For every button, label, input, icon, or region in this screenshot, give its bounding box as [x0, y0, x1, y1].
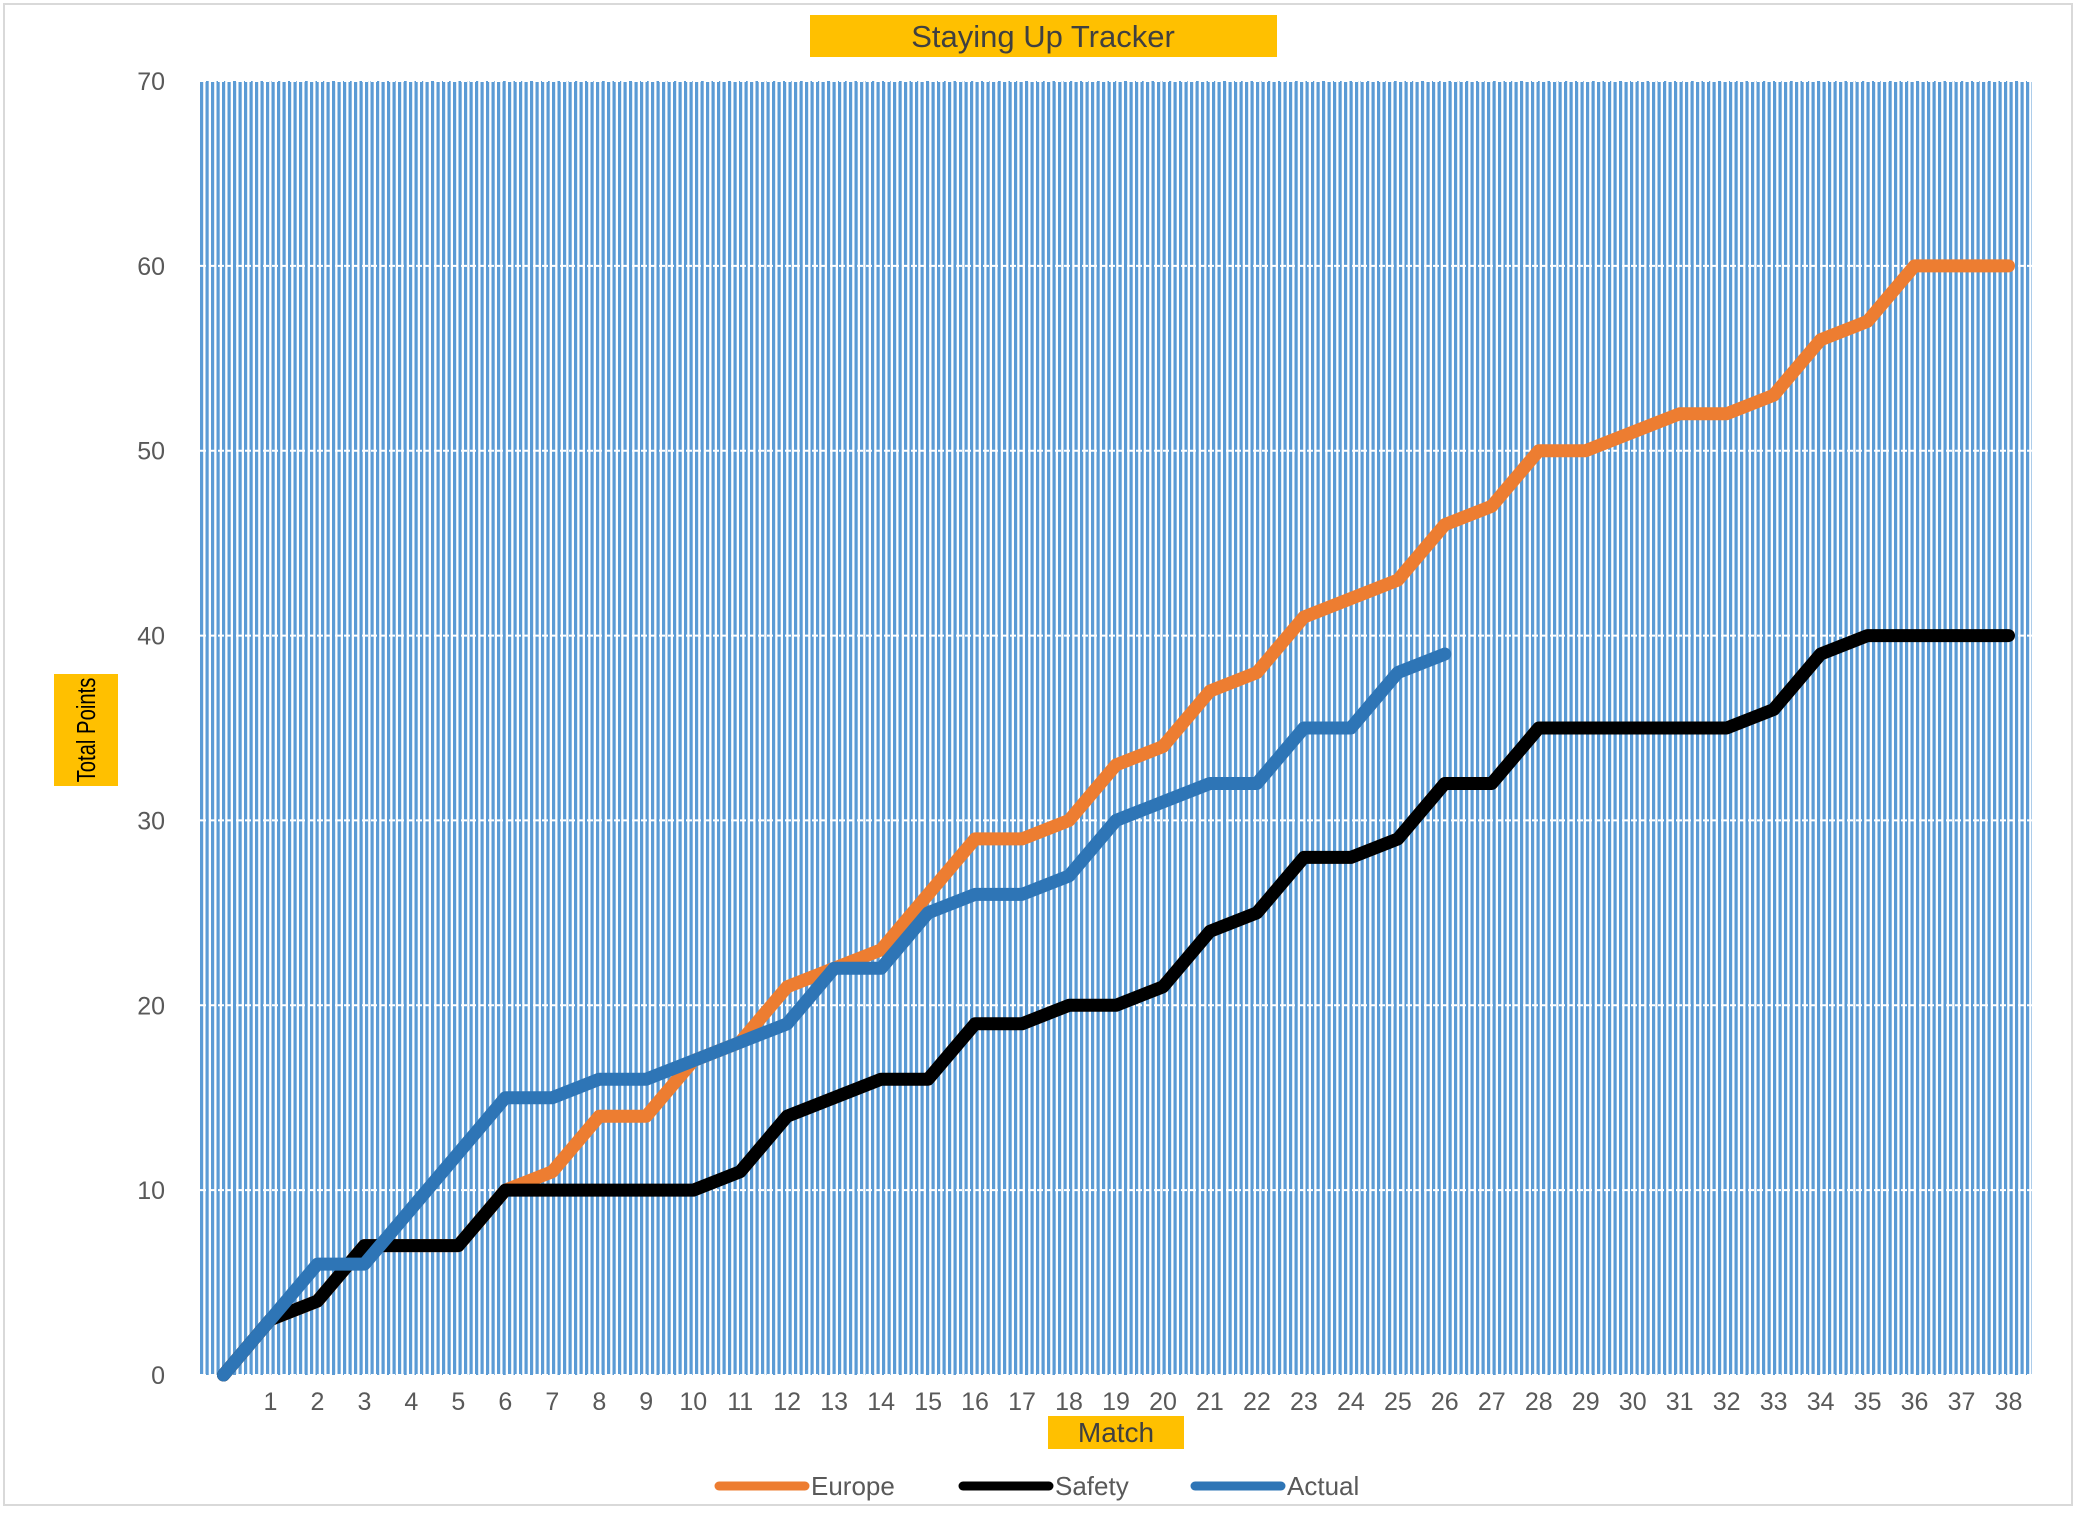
chart-title-group: Staying Up Tracker	[810, 15, 1277, 57]
x-tick-label: 17	[1008, 1388, 1036, 1416]
x-tick-label: 3	[357, 1388, 371, 1416]
x-tick-label: 16	[961, 1388, 989, 1416]
x-tick-label: 37	[1948, 1388, 1976, 1416]
x-axis-label: Match	[1078, 1417, 1154, 1448]
x-tick-label: 27	[1478, 1388, 1506, 1416]
x-tick-label: 25	[1384, 1388, 1412, 1416]
x-tick-label: 9	[639, 1388, 653, 1416]
x-tick-label: 19	[1102, 1388, 1130, 1416]
x-tick-label: 31	[1666, 1388, 1694, 1416]
x-tick-label: 15	[914, 1388, 942, 1416]
x-tick-label: 14	[867, 1388, 895, 1416]
y-tick-label: 0	[151, 1362, 165, 1390]
x-tick-label: 8	[592, 1388, 606, 1416]
legend-label-actual: Actual	[1287, 1471, 1359, 1501]
y-axis-label-background	[54, 674, 118, 786]
x-tick-label: 36	[1901, 1388, 1929, 1416]
x-tick-label: 7	[545, 1388, 559, 1416]
x-axis-ticks: 1 2 3 4 5 6 7 8 9 10 11 12 13 14 15 16 17 18 19 20 21 22 23 24 2…	[264, 1388, 2023, 1416]
x-tick-label: 2	[310, 1388, 324, 1416]
x-tick-label: 33	[1760, 1388, 1788, 1416]
x-tick-label: 11	[727, 1388, 753, 1416]
y-axis-label: Total Points	[72, 678, 101, 783]
y-axis-label-group: Total Points	[54, 674, 118, 786]
x-axis-label-background	[1048, 1416, 1184, 1449]
plot-area-background	[200, 81, 2032, 1375]
y-tick-label: 10	[137, 1177, 165, 1205]
legend-label-safety: Safety	[1055, 1471, 1129, 1501]
x-tick-label: 12	[773, 1388, 801, 1416]
x-tick-label: 10	[679, 1388, 707, 1416]
x-tick-label: 38	[1995, 1388, 2023, 1416]
y-tick-label: 20	[137, 992, 165, 1020]
y-tick-label: 50	[137, 438, 165, 466]
y-tick-label: 40	[137, 623, 165, 651]
chart-frame: 0 10 20 30 40 50 60 70 1 2 3 4 5 6 7 8 9 10 11 12 13 14 15 16 1…	[3, 3, 2073, 1506]
x-tick-label: 29	[1572, 1388, 1600, 1416]
x-tick-label: 6	[498, 1388, 512, 1416]
x-tick-label: 1	[264, 1388, 278, 1416]
x-tick-label: 30	[1619, 1388, 1647, 1416]
gridlines	[200, 80, 2032, 1376]
x-tick-label: 13	[820, 1388, 848, 1416]
x-tick-label: 20	[1149, 1388, 1177, 1416]
legend: Europe Safety Actual	[714, 1471, 1359, 1501]
x-tick-label: 5	[451, 1388, 465, 1416]
chart-title: Staying Up Tracker	[911, 19, 1175, 54]
x-tick-label: 23	[1290, 1388, 1318, 1416]
y-axis-ticks: 0 10 20 30 40 50 60 70	[137, 68, 165, 1390]
series-lines	[216, 259, 2016, 1382]
y-tick-label: 70	[137, 68, 165, 96]
x-tick-label: 22	[1243, 1388, 1271, 1416]
x-tick-label: 4	[404, 1388, 418, 1416]
x-tick-label: 32	[1713, 1388, 1741, 1416]
x-tick-label: 18	[1055, 1388, 1083, 1416]
legend-label-europe: Europe	[811, 1471, 895, 1501]
x-tick-label: 21	[1196, 1388, 1224, 1416]
x-tick-label: 26	[1431, 1388, 1459, 1416]
x-tick-label: 35	[1854, 1388, 1882, 1416]
x-tick-label: 28	[1525, 1388, 1553, 1416]
x-tick-label: 34	[1807, 1388, 1835, 1416]
chart-title-background	[810, 15, 1277, 57]
y-tick-label: 60	[137, 253, 165, 281]
series-line-safety	[216, 629, 2016, 1382]
y-tick-label: 30	[137, 807, 165, 835]
series-line-actual	[216, 647, 1452, 1382]
x-axis-label-group: Match	[1048, 1416, 1184, 1449]
x-tick-label: 24	[1337, 1388, 1365, 1416]
